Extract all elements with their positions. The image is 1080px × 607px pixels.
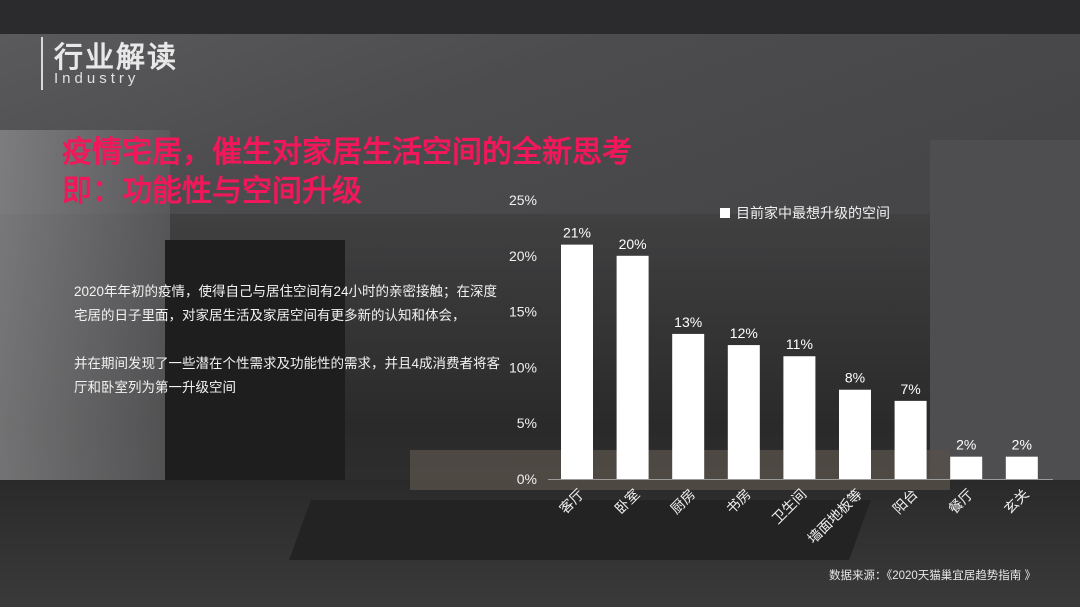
description: 2020年年初的疫情，使得自己与居住空间有24小时的亲密接触；在深度宅居的日子里… [74, 280, 504, 424]
data-label: 11% [786, 336, 813, 352]
background-ceiling-strip [0, 0, 1080, 34]
data-label: 2% [1012, 437, 1032, 453]
section-title: 行业解读 [54, 42, 179, 74]
y-tick-label: 15% [509, 304, 537, 320]
x-tick-label: 客厅 [556, 486, 587, 517]
bar [616, 255, 649, 479]
x-tick-label: 餐厅 [945, 486, 976, 517]
x-tick-label: 书房 [723, 486, 754, 517]
legend-label: 目前家中最想升级的空间 [736, 205, 890, 221]
background-panel [165, 240, 345, 490]
y-tick-label: 10% [509, 359, 537, 375]
data-label: 2% [956, 437, 976, 453]
bar [950, 456, 983, 479]
x-tick-label: 墙面地板等 [804, 486, 865, 547]
y-tick-label: 0% [517, 471, 537, 487]
x-tick-label: 阳台 [890, 486, 921, 517]
bar [561, 244, 593, 479]
data-label: 20% [619, 236, 647, 252]
x-tick-label: 卧室 [612, 486, 643, 517]
data-label: 8% [845, 370, 865, 386]
data-label: 7% [900, 381, 920, 397]
data-source: 数据来源：《2020天猫巢宜居趋势指南 》 [828, 570, 1036, 582]
header-divider [41, 37, 43, 90]
x-tick-label: 厨房 [667, 486, 698, 517]
background-ceiling [0, 34, 1080, 214]
data-label: 12% [730, 325, 758, 341]
page-title-line2: 即：功能性与空间升级 [62, 175, 362, 208]
bar [783, 356, 816, 479]
page-title-line1: 疫情宅居，催生对家居生活空间的全新思考 [62, 136, 632, 169]
bar [672, 333, 705, 479]
bar [894, 400, 927, 479]
data-label: 13% [674, 314, 702, 330]
x-tick-label: 玄关 [1001, 486, 1032, 517]
legend-swatch [720, 208, 730, 218]
section-subtitle: Industry [54, 70, 140, 87]
bar [727, 345, 760, 479]
data-label: 21% [563, 225, 591, 241]
bar [1005, 456, 1038, 479]
x-tick-label: 卫生间 [769, 486, 810, 527]
page-title: 疫情宅居，催生对家居生活空间的全新思考 即：功能性与空间升级 [62, 133, 632, 211]
description-paragraph: 并在期间发现了一些潜在个性需求及功能性的需求，并且4成消费者将客厅和卧室列为第一… [74, 356, 501, 395]
y-tick-label: 5% [517, 415, 537, 431]
y-tick-label: 25% [509, 192, 537, 208]
bar [839, 389, 871, 479]
y-tick-label: 20% [509, 248, 537, 264]
description-paragraph: 2020年年初的疫情，使得自己与居住空间有24小时的亲密接触；在深度宅居的日子里… [74, 284, 498, 323]
